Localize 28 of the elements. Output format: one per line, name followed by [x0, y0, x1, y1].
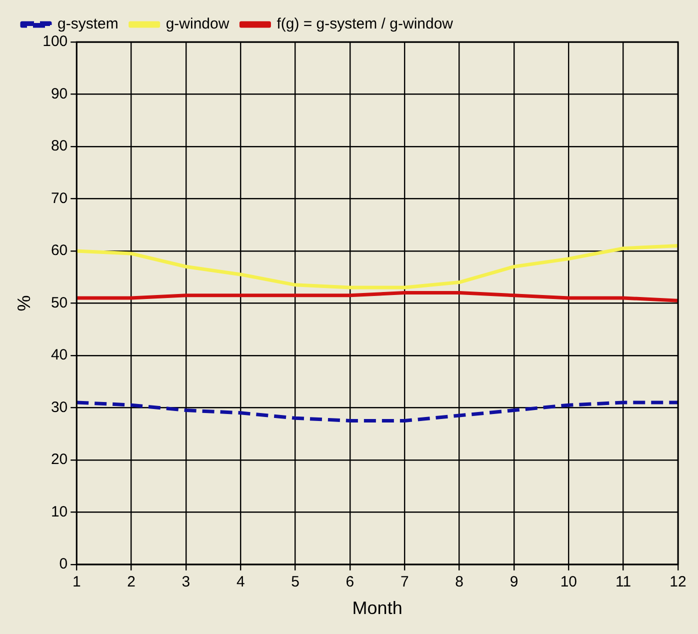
x-tick-label: 8 — [455, 574, 464, 591]
legend-label: f(g) = g-system / g-window — [276, 16, 454, 33]
y-tick-label: 80 — [50, 138, 68, 155]
x-axis-title: Month — [352, 598, 402, 618]
x-tick-label: 5 — [291, 574, 300, 591]
x-tick-label: 3 — [182, 574, 190, 591]
x-tick-label: 4 — [236, 574, 245, 591]
legend-label: g-system — [58, 16, 118, 33]
y-tick-label: 90 — [50, 85, 68, 102]
y-tick-label: 10 — [50, 503, 68, 520]
x-tick-label: 1 — [72, 574, 81, 591]
x-tick-label: 7 — [400, 574, 409, 591]
x-tick-label: 12 — [670, 574, 686, 591]
x-tick-label: 10 — [560, 574, 578, 591]
y-tick-label: 0 — [59, 556, 68, 573]
y-tick-label: 30 — [50, 398, 68, 416]
y-tick-label: 100 — [42, 33, 68, 50]
y-tick-label: 50 — [50, 294, 68, 312]
y-axis-title: % — [14, 295, 34, 312]
x-tick-label: 9 — [510, 574, 518, 591]
x-tick-label: 6 — [346, 574, 354, 591]
y-tick-label: 60 — [50, 242, 68, 260]
y-tick-label: 70 — [50, 190, 68, 207]
y-tick-label: 40 — [50, 346, 68, 364]
x-tick-label: 2 — [127, 574, 136, 591]
x-tick-label: 11 — [616, 574, 632, 591]
y-tick-label: 20 — [50, 451, 68, 468]
legend-label: g-window — [166, 16, 230, 33]
